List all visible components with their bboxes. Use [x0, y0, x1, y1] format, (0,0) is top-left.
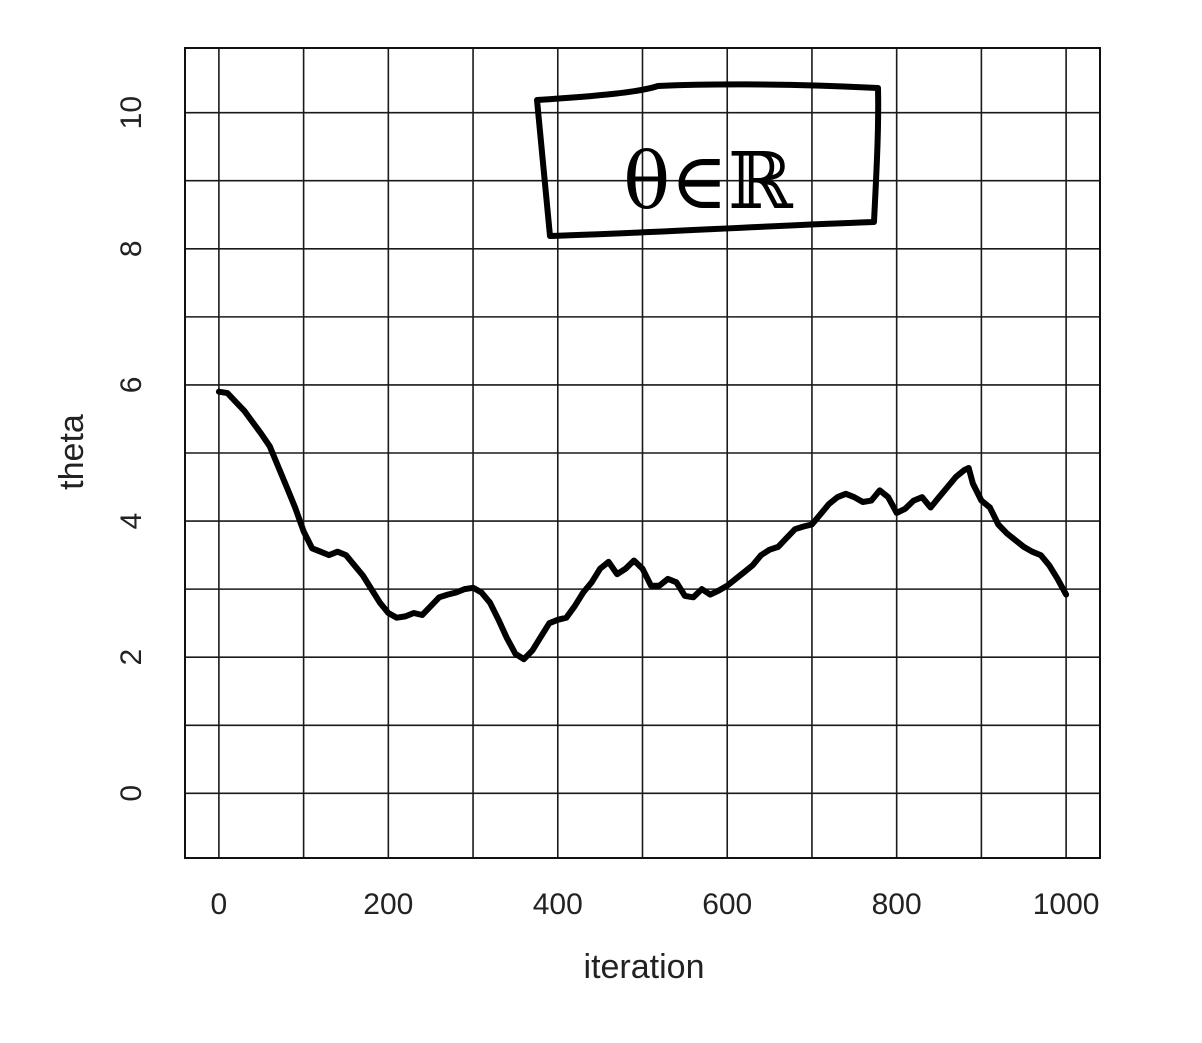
y-tick-label: 0 — [115, 785, 148, 802]
x-tick-label: 400 — [533, 888, 583, 921]
x-tick-label: 600 — [702, 888, 752, 921]
y-tick-label: 6 — [115, 377, 148, 394]
plot-frame — [184, 47, 1101, 859]
x-tick-label: 1000 — [1033, 888, 1100, 921]
y-tick-label: 10 — [115, 96, 148, 129]
axes: 0 200 400 600 800 1000 0 2 4 6 8 10 — [115, 96, 1099, 921]
x-axis-title: iteration — [584, 948, 705, 986]
y-axis-title: theta — [53, 414, 91, 490]
grid — [185, 48, 1100, 858]
y-tick-label: 2 — [115, 649, 148, 666]
y-tick-label: 4 — [115, 513, 148, 530]
series-line-theta — [215, 388, 1070, 663]
y-tick-label: 8 — [115, 240, 148, 257]
x-tick-label: 800 — [872, 888, 922, 921]
x-tick-label: 0 — [211, 888, 228, 921]
x-tick-label: 200 — [363, 888, 413, 921]
annotation-border — [534, 81, 882, 239]
annotation-box: θ∈ℝ — [534, 81, 882, 239]
annotation-label: θ∈ℝ — [623, 137, 794, 227]
